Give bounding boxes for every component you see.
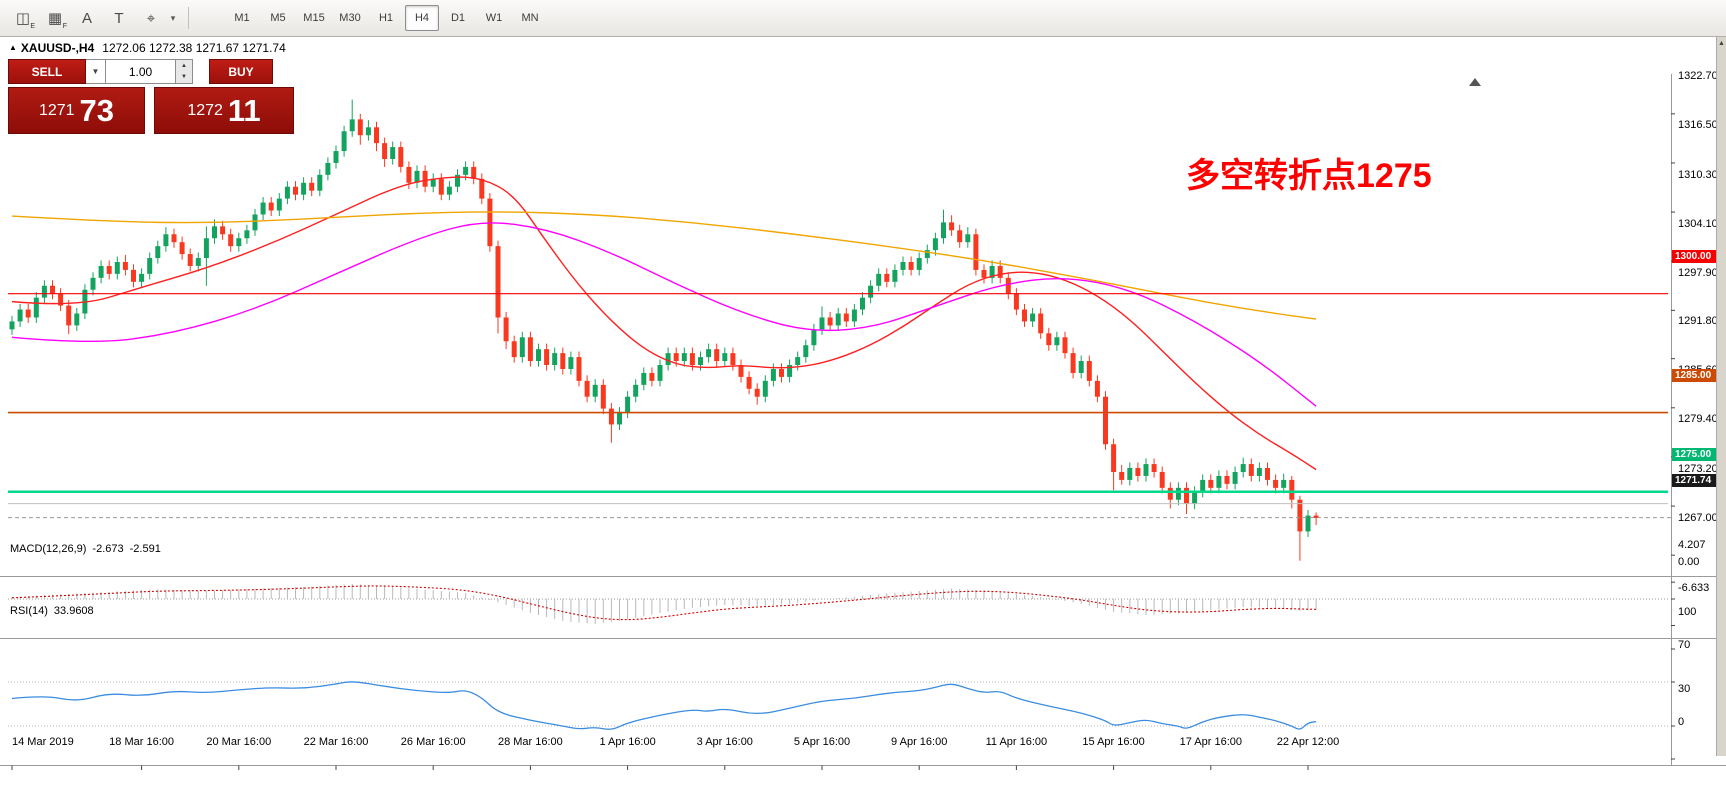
buy-price-display[interactable]: 1272 11 xyxy=(154,87,294,134)
main-toolbar: ◫ E ▦ F A T ⌖ ▾ M1 M5 M15 M30 H1 H4 D1 W1 MN xyxy=(0,0,1726,37)
cursor-dropdown-icon[interactable]: ▾ xyxy=(170,12,176,23)
macd-signal-value: -2.591 xyxy=(129,543,161,555)
candlestick-chart-icon-badge: E xyxy=(30,23,35,30)
rsi-value: 33.9608 xyxy=(53,605,94,617)
grid-icon[interactable]: ▦ F xyxy=(47,10,67,30)
ma-slow-line xyxy=(11,211,1317,320)
chart-canvas[interactable] xyxy=(0,37,1726,770)
buy-button[interactable]: BUY xyxy=(209,59,273,84)
macd-label: MACD(12,26,9) -2.673 -2.591 xyxy=(10,543,167,555)
rsi-label: RSI(14) 33.9608 xyxy=(10,605,100,617)
volume-dropdown-button[interactable]: ▼ xyxy=(86,59,106,84)
candlestick-series xyxy=(9,99,1319,561)
symbol-period-label: XAUUSD-,H4 xyxy=(20,41,95,55)
timeframe-D1[interactable]: D1 xyxy=(450,12,466,24)
timeframe-M1[interactable]: M1 xyxy=(234,12,250,24)
grid-icon-badge: F xyxy=(62,23,67,30)
timeframe-W1[interactable]: W1 xyxy=(485,12,503,24)
sell-price-pips: 73 xyxy=(79,93,115,128)
timeframe-H4[interactable]: H4 xyxy=(405,5,439,31)
chart-shift-marker-icon[interactable] xyxy=(1469,78,1481,86)
timeframe-M30[interactable]: M30 xyxy=(339,12,361,24)
annotation-text: 多空转折点1275 xyxy=(1186,157,1432,195)
volume-spinner: ▲ ▼ xyxy=(176,59,193,84)
sell-button[interactable]: SELL xyxy=(8,59,86,84)
macd-title: MACD(12,26,9) xyxy=(10,543,87,555)
chart-svg xyxy=(0,74,1726,770)
volume-decrease-button[interactable]: ▼ xyxy=(181,74,187,81)
timeframe-H1[interactable]: H1 xyxy=(378,12,394,24)
rsi-title: RSI(14) xyxy=(10,605,48,617)
timeframe-M15[interactable]: M15 xyxy=(303,12,325,24)
ma-fast-line xyxy=(11,176,1317,471)
macd-main-value: -2.673 xyxy=(92,543,124,555)
vertical-scrollbar[interactable]: ▲ xyxy=(1716,37,1726,756)
volume-input[interactable] xyxy=(106,59,176,84)
timeframe-M5[interactable]: M5 xyxy=(270,12,286,24)
candlestick-chart-icon[interactable]: ◫ E xyxy=(15,10,35,30)
toolbar-icon-group: ◫ E ▦ F A T ⌖ xyxy=(8,4,168,32)
timeframe-group: M1 M5 M15 M30 H1 H4 D1 W1 MN xyxy=(225,5,549,31)
macd-histogram xyxy=(11,583,1317,625)
crosshair-icon[interactable]: ⌖ xyxy=(146,9,156,27)
chart-title: ▲ XAUUSD-,H4 1272.06 1272.38 1271.67 1271.… xyxy=(9,41,286,55)
text-box-icon[interactable]: T xyxy=(114,9,124,27)
rsi-line xyxy=(11,681,1317,730)
sell-price-base: 1271 xyxy=(38,101,75,119)
timeframe-MN[interactable]: MN xyxy=(521,12,539,24)
window-marker-icon: ▲ xyxy=(9,43,17,52)
sell-price-display[interactable]: 1271 73 xyxy=(8,87,145,134)
text-label-icon[interactable]: A xyxy=(81,9,92,27)
volume-increase-button[interactable]: ▲ xyxy=(181,62,187,69)
buy-price-base: 1272 xyxy=(187,101,223,119)
scrollbar-up-icon[interactable]: ▲ xyxy=(1718,40,1725,47)
macd-signal-line xyxy=(11,585,1317,621)
buy-price-pips: 11 xyxy=(227,93,261,128)
toolbar-separator xyxy=(188,7,189,29)
ohlc-quotes-label: 1272.06 1272.38 1271.67 1271.74 xyxy=(102,41,286,55)
